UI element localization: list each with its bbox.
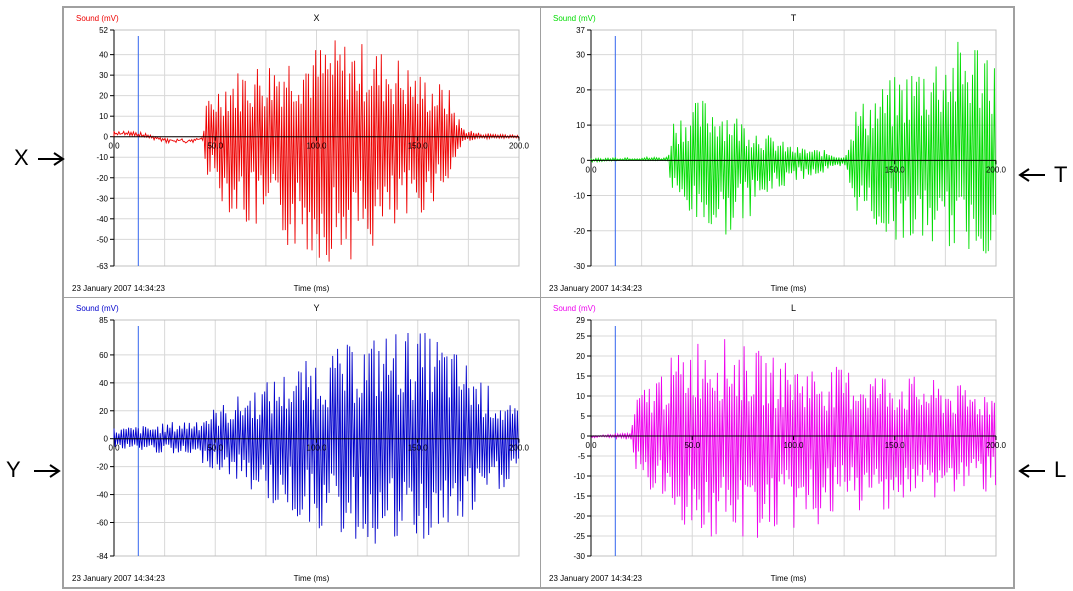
y-tick-label: -84 bbox=[96, 552, 108, 561]
y-tick-label: 0 bbox=[581, 432, 586, 441]
x-tick-label: 150.0 bbox=[885, 165, 906, 174]
y-tick-label: -20 bbox=[96, 463, 108, 472]
y-tick-label: -5 bbox=[578, 452, 586, 461]
x-tick-label: 150.0 bbox=[885, 441, 906, 450]
y-tick-label: 30 bbox=[576, 51, 585, 60]
y-tick-label: 10 bbox=[576, 392, 585, 401]
y-tick-label: 60 bbox=[99, 351, 108, 360]
y-tick-label: -25 bbox=[573, 532, 585, 541]
y-tick-label: 20 bbox=[99, 92, 108, 101]
arrow-left-icon bbox=[1017, 168, 1047, 182]
y-tick-label: 85 bbox=[99, 316, 108, 325]
x-tick-label: 150.0 bbox=[408, 142, 429, 151]
side-label-y: Y bbox=[6, 459, 21, 481]
chart-svg-y: 85 60 40 20 0 -20 -40 -60 -84 0.0 50.0 100.0 150.0 20… bbox=[64, 298, 539, 586]
x-axis-label: Time (ms) bbox=[294, 574, 330, 583]
y-tick-label: 37 bbox=[576, 26, 585, 35]
chart-title: T bbox=[791, 13, 797, 23]
x-tick-label: 0.0 bbox=[108, 142, 120, 151]
x-tick-label: 100.0 bbox=[306, 142, 327, 151]
x-tick-label: 0.0 bbox=[585, 165, 597, 174]
y-tick-label: 10 bbox=[99, 112, 108, 121]
y-tick-label: 5 bbox=[581, 412, 586, 421]
x-tick-label: 200.0 bbox=[986, 165, 1007, 174]
side-label-t: T bbox=[1054, 164, 1067, 186]
x-tick-label: 0.0 bbox=[108, 444, 120, 453]
y-tick-label: 29 bbox=[576, 316, 585, 325]
x-tick-label: 0.0 bbox=[585, 441, 597, 450]
y-tick-label: -63 bbox=[96, 262, 108, 271]
y-axis-label: Sound (mV) bbox=[553, 14, 596, 23]
chart-t: 37 30 20 10 0 -10 -20 -30 0.0 150.0 200.0 Sound (mV… bbox=[541, 8, 1016, 296]
chart-svg-x: 52 40 30 20 10 0 -10 -20 -30 -40 -50 -63 0.0 50.0 100.… bbox=[64, 8, 539, 296]
y-tick-label: -20 bbox=[573, 512, 585, 521]
arrow-right-icon bbox=[36, 152, 66, 166]
timestamp: 23 January 2007 14:34:23 bbox=[549, 284, 643, 293]
x-tick-label: 150.0 bbox=[408, 444, 429, 453]
y-tick-label: 52 bbox=[99, 26, 108, 35]
y-tick-label: 40 bbox=[99, 379, 108, 388]
y-tick-label: -10 bbox=[573, 472, 585, 481]
y-tick-label: 20 bbox=[576, 86, 585, 95]
y-tick-label: 0 bbox=[104, 133, 109, 142]
y-tick-label: -60 bbox=[96, 518, 108, 527]
x-tick-label: 100.0 bbox=[306, 444, 327, 453]
timestamp: 23 January 2007 14:34:23 bbox=[549, 574, 643, 583]
y-axis-label: Sound (mV) bbox=[553, 304, 596, 313]
chart-title: X bbox=[313, 13, 319, 23]
y-tick-label: -10 bbox=[573, 192, 585, 201]
x-tick-label: 200.0 bbox=[509, 142, 530, 151]
timestamp: 23 January 2007 14:34:23 bbox=[72, 574, 166, 583]
x-tick-label: 100.0 bbox=[783, 441, 804, 450]
y-tick-label: -30 bbox=[573, 552, 585, 561]
y-tick-label: -20 bbox=[573, 227, 585, 236]
x-tick-label: 200.0 bbox=[509, 444, 530, 453]
x-tick-label: 50.0 bbox=[207, 142, 223, 151]
arrow-left-icon bbox=[1017, 464, 1047, 478]
y-tick-label: -50 bbox=[96, 235, 108, 244]
x-axis-label: Time (ms) bbox=[294, 284, 330, 293]
y-tick-label: -30 bbox=[96, 194, 108, 203]
y-tick-label: 40 bbox=[99, 51, 108, 60]
chart-y: 85 60 40 20 0 -20 -40 -60 -84 0.0 50.0 100.0 150.0 20… bbox=[64, 298, 539, 586]
side-label-x: X bbox=[14, 147, 29, 169]
y-tick-label: -30 bbox=[573, 262, 585, 271]
y-tick-label: 25 bbox=[576, 332, 585, 341]
y-tick-label: -15 bbox=[573, 492, 585, 501]
y-tick-label: -40 bbox=[96, 215, 108, 224]
oscilloscope-frame: 52 40 30 20 10 0 -10 -20 -30 -40 -50 -63 0.0 50.0 100.… bbox=[62, 6, 1015, 589]
y-tick-label: -20 bbox=[96, 174, 108, 183]
chart-title: L bbox=[791, 303, 796, 313]
y-tick-label: 0 bbox=[581, 156, 586, 165]
chart-title: Y bbox=[313, 303, 319, 313]
y-tick-label: 30 bbox=[99, 71, 108, 80]
chart-svg-t: 37 30 20 10 0 -10 -20 -30 0.0 150.0 200.0 Sound (mV… bbox=[541, 8, 1016, 296]
x-axis-label: Time (ms) bbox=[771, 574, 807, 583]
chart-svg-l: 29 25 20 15 10 5 0 -5 -10 -15 -20 -25 -30 0.0 50.0 100.… bbox=[541, 298, 1016, 586]
side-label-l: L bbox=[1054, 459, 1066, 481]
chart-l: 29 25 20 15 10 5 0 -5 -10 -15 -20 -25 -30 0.0 50.0 100.… bbox=[541, 298, 1016, 586]
x-tick-label: 50.0 bbox=[684, 441, 700, 450]
x-tick-label: 200.0 bbox=[986, 441, 1007, 450]
y-tick-label: 20 bbox=[576, 352, 585, 361]
x-tick-label: 50.0 bbox=[207, 444, 223, 453]
y-tick-label: -10 bbox=[96, 153, 108, 162]
y-axis-label: Sound (mV) bbox=[76, 14, 119, 23]
x-axis-label: Time (ms) bbox=[771, 284, 807, 293]
y-tick-label: -40 bbox=[96, 491, 108, 500]
y-tick-label: 20 bbox=[99, 407, 108, 416]
chart-x: 52 40 30 20 10 0 -10 -20 -30 -40 -50 -63 0.0 50.0 100.… bbox=[64, 8, 539, 296]
divider-horizontal bbox=[64, 297, 1013, 298]
y-tick-label: 0 bbox=[104, 435, 109, 444]
y-tick-label: 10 bbox=[576, 121, 585, 130]
y-axis-label: Sound (mV) bbox=[76, 304, 119, 313]
timestamp: 23 January 2007 14:34:23 bbox=[72, 284, 166, 293]
arrow-right-icon bbox=[32, 464, 62, 478]
y-tick-label: 15 bbox=[576, 372, 585, 381]
